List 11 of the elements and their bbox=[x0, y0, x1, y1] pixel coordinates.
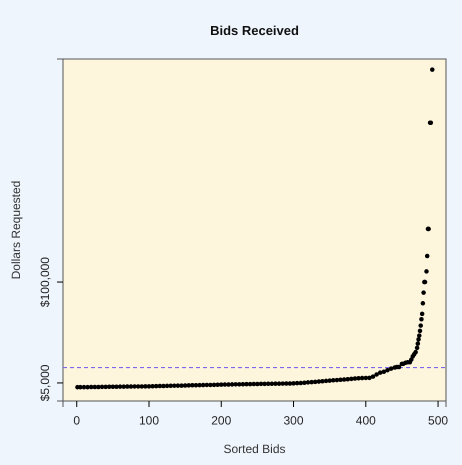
x-tick-label: 0 bbox=[73, 413, 80, 428]
x-tick-label: 300 bbox=[284, 413, 304, 428]
x-axis-title: Sorted Bids bbox=[223, 442, 286, 456]
chart-title: Bids Received bbox=[210, 23, 299, 38]
x-tick-label: 200 bbox=[211, 413, 232, 428]
y-axis-title: Dollars Requested bbox=[9, 180, 23, 280]
x-tick-label: 100 bbox=[138, 413, 160, 428]
x-tick-label: 400 bbox=[356, 413, 376, 428]
y-tick-label: $5,000 bbox=[38, 364, 52, 402]
y-tick-label: $100,000 bbox=[38, 256, 52, 308]
x-tick-label: 500 bbox=[428, 413, 448, 428]
